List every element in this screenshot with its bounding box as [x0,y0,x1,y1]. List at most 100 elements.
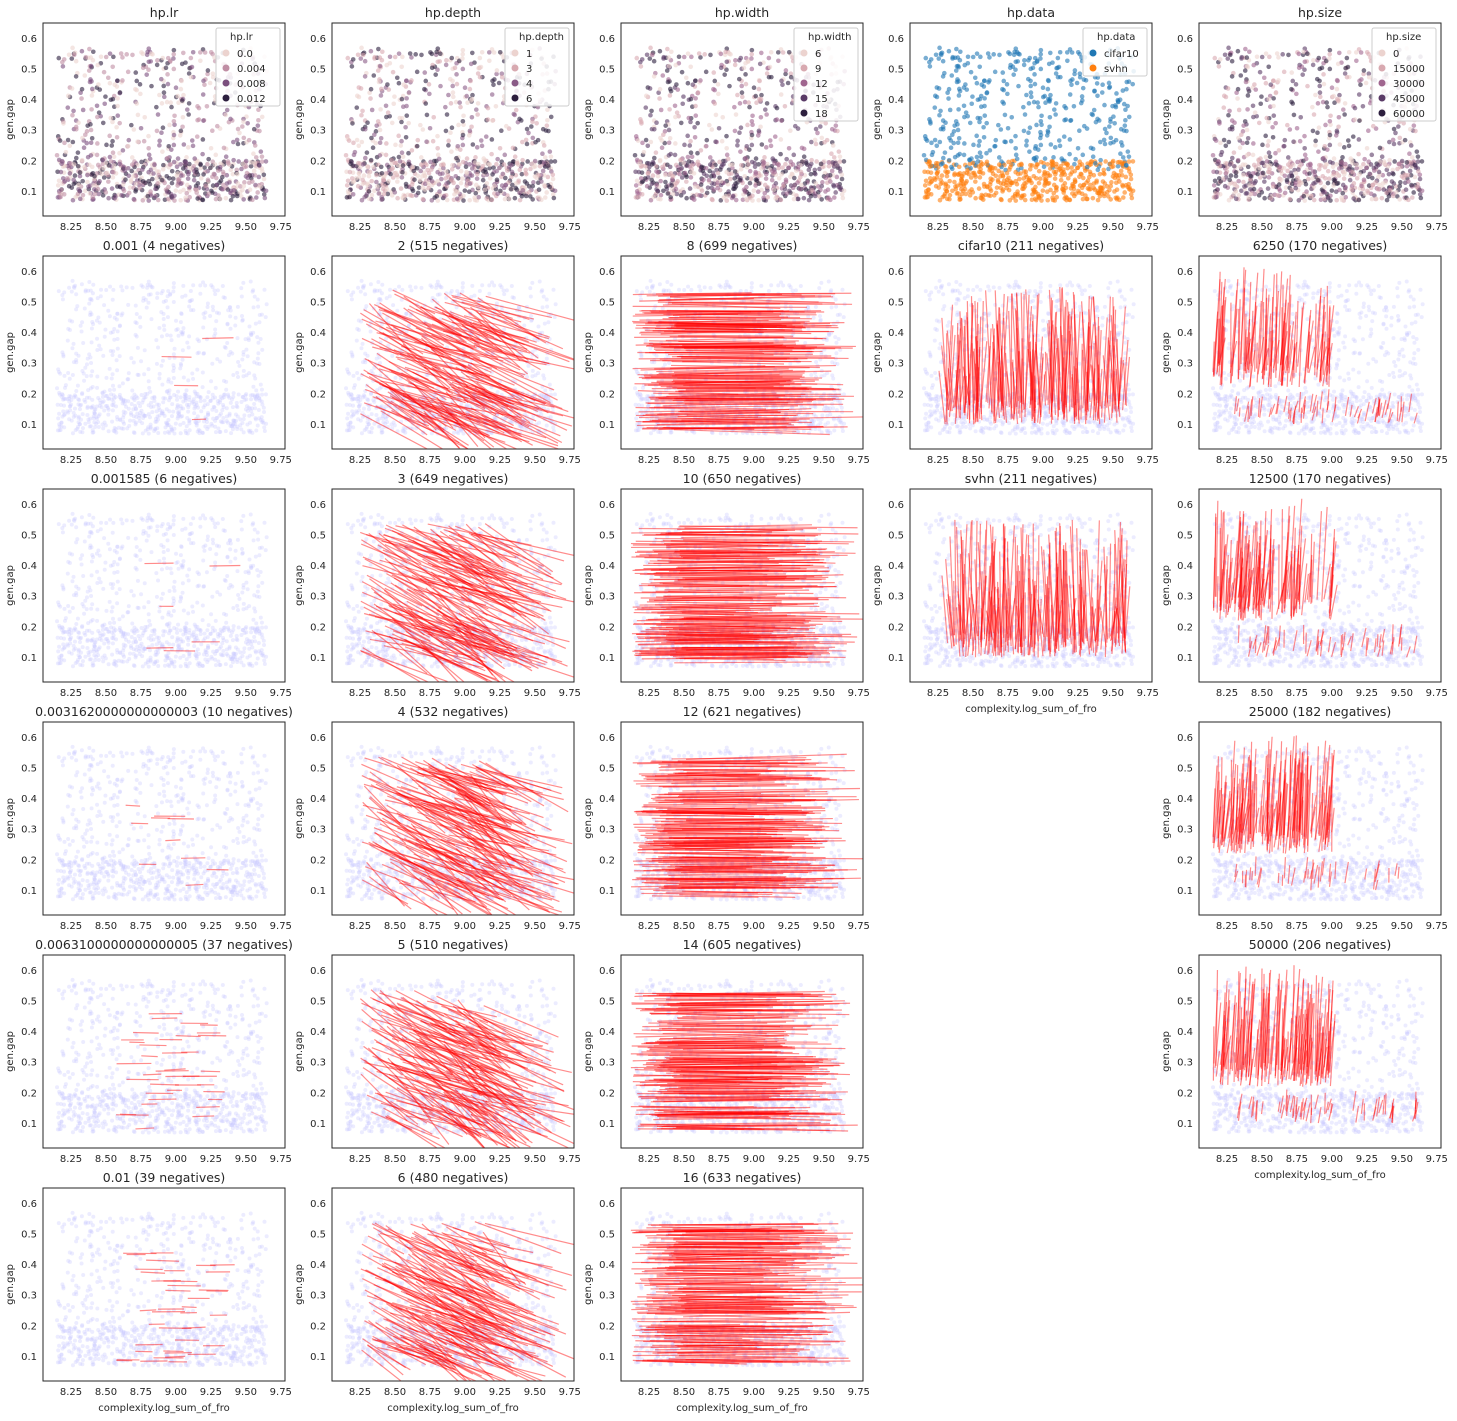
scatter-point [541,143,547,148]
scatter-point [414,69,420,75]
scatter-point [428,175,433,181]
scatter-point [724,198,730,203]
scatter-point [429,167,434,172]
scatter-point [711,187,717,192]
scatter-point [1027,55,1033,61]
scatter-point [1053,71,1059,76]
scatter-point [1125,149,1131,154]
scatter-point [530,119,535,125]
scatter-point [937,112,942,118]
scatter-point [367,90,372,95]
background-point [100,390,105,395]
scatter-point [1232,120,1237,126]
scatter-point [937,139,943,145]
scatter-point [957,194,963,200]
scatter-point [1067,151,1072,157]
scatter-point [166,184,171,190]
scatter-point [666,127,672,133]
scatter-point [165,81,171,87]
scatter-point [484,196,489,201]
scatter-point [1236,107,1242,113]
background-point [260,392,265,397]
scatter-point [651,74,657,79]
scatter-point [427,91,432,97]
scatter-point [998,127,1004,132]
scatter-point [1323,122,1328,128]
background-point [250,393,255,398]
scatter-point [195,181,201,186]
scatter-point [946,86,952,92]
scatter-point [1329,188,1335,193]
scatter-point [160,55,166,61]
scatter-point [938,177,943,183]
scatter-point [1235,86,1241,92]
scatter-point [146,198,152,203]
scatter-point [733,181,738,186]
scatter-point [724,67,729,72]
scatter-point [776,162,781,168]
scatter-point [1086,186,1092,192]
background-point [92,420,97,425]
legend-label: 0.004 [237,64,266,75]
scatter-point [473,155,478,160]
scatter-point [532,158,538,164]
scatter-point [1223,171,1229,176]
scatter-point [1128,172,1134,178]
background-point [61,352,66,357]
scatter-point [456,58,462,64]
background-point [119,313,124,318]
x-tick-label: 8.75 [1286,222,1308,233]
scatter-point [1342,71,1348,76]
scatter-point [1313,92,1318,98]
scatter-point [1118,151,1123,157]
scatter-point [454,81,460,87]
scatter-point [1231,150,1237,155]
scatter-point [1382,161,1387,166]
scatter-point [477,55,483,61]
scatter-point [837,154,843,159]
scatter-point [835,128,840,134]
scatter-point [732,176,737,181]
scatter-point [200,197,206,203]
scatter-point [1290,78,1296,84]
scatter-point [798,169,804,175]
scatter-point [469,114,475,120]
scatter-point [778,92,784,97]
scatter-point [766,55,772,61]
scatter-point [1264,159,1270,164]
legend-box [215,27,281,107]
y-axis-label: gen.gap [294,99,305,140]
scatter-point [1236,192,1242,198]
background-point [76,402,81,407]
scatter-point [1387,188,1393,193]
scatter-point [205,161,210,167]
scatter-point [65,137,71,143]
scatter-point [1291,112,1297,118]
scatter-point [73,194,79,200]
background-point [187,304,192,309]
scatter-point [483,161,488,166]
scatter-point [1302,133,1307,139]
scatter-point [1401,175,1407,181]
scatter-point [1304,189,1309,194]
background-point [119,397,124,402]
legend-marker [800,79,808,87]
scatter-point [1332,100,1337,106]
background-point [102,303,107,308]
scatter-point [366,173,372,179]
scatter-point [1391,181,1397,186]
background-point [210,407,215,412]
background-point [192,406,197,411]
scatter-point [171,66,177,72]
scatter-point [832,195,837,200]
scatter-point [384,141,389,146]
scatter-point [138,125,144,131]
scatter-point [444,197,450,203]
scatter-point [1315,177,1321,183]
scatter-point [1120,88,1126,93]
scatter-point [933,52,939,58]
scatter-point [940,74,946,79]
background-point [196,427,201,432]
scatter-point [472,195,477,200]
background-point [107,388,112,393]
